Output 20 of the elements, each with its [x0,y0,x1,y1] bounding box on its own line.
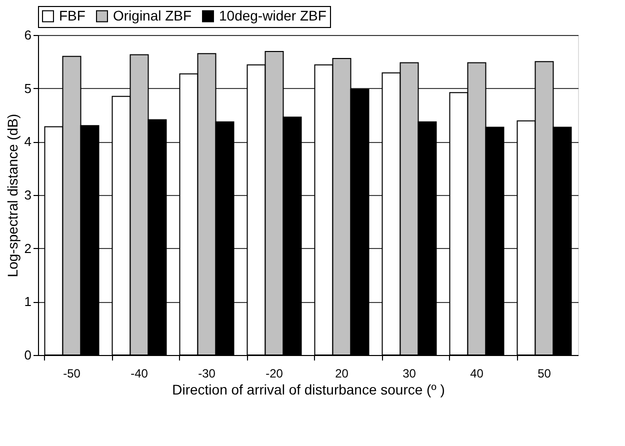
y-tick-label: 6 [24,28,32,42]
y-axis-title: Log-spectral distance (dB) [4,114,20,278]
x-tick-label: -30 [198,366,216,380]
x-tick-label: 40 [470,366,484,380]
x-axis-title: Direction of arrival of disturbance source (º ) [172,382,445,398]
y-tick-label: 3 [24,188,32,202]
y-tick-label: 4 [24,134,32,150]
x-tick-label: -20 [266,366,284,380]
x-tick-label: -50 [63,366,81,380]
legend-label: Original ZBF [113,7,192,24]
x-tick-label: 50 [538,366,552,380]
y-tick-label: 0 [24,348,32,362]
y-tick-label: 1 [24,294,32,310]
legend-label: FBF [59,7,86,24]
y-tick-label: 2 [24,240,32,256]
legend-label: 10deg-wider ZBF [219,7,326,24]
x-tick-label: 20 [335,366,349,380]
x-tick-label: 30 [402,366,416,380]
y-tick-label: 5 [24,80,32,96]
x-tick-label: -40 [130,366,148,380]
